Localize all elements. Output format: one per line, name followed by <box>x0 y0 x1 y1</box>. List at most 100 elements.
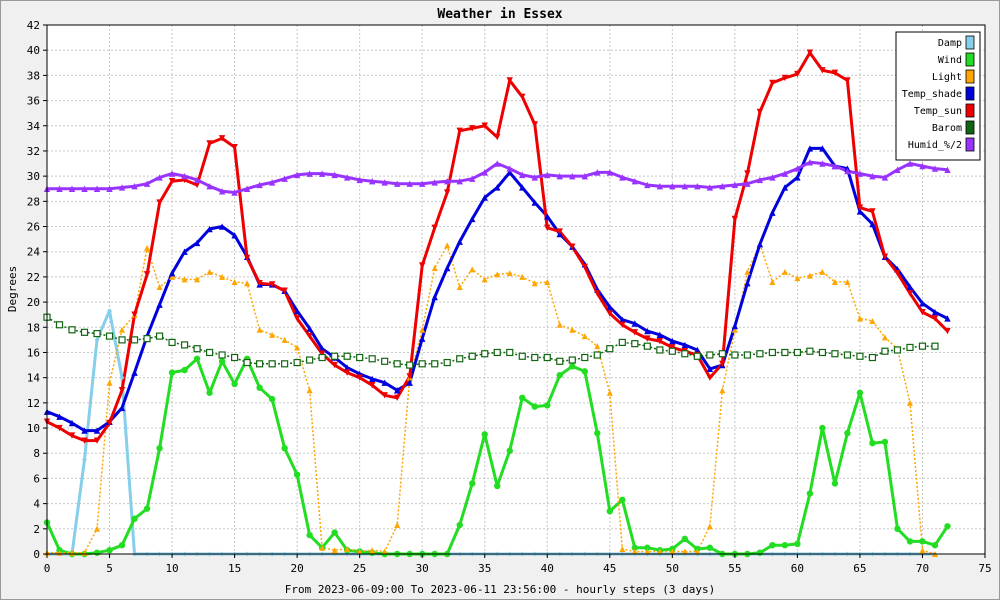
data-point-light <box>94 525 101 532</box>
data-point-temp-shade <box>469 215 476 223</box>
data-point-temp-shade <box>669 337 676 345</box>
data-point-barom <box>381 357 389 365</box>
data-point-barom <box>118 336 126 344</box>
data-point-light <box>706 523 713 530</box>
data-point-temp-shade <box>368 375 376 383</box>
data-point-light <box>681 548 688 555</box>
data-point-wind <box>856 389 864 396</box>
data-point-temp-shade <box>906 283 914 291</box>
data-point-light <box>781 268 788 275</box>
data-point-temp-sun <box>669 344 676 351</box>
data-point-barom <box>318 353 326 362</box>
data-point-humid-2 <box>906 160 914 167</box>
data-point-wind <box>706 544 714 551</box>
data-point-light <box>456 283 463 290</box>
data-point-barom <box>356 353 364 362</box>
data-point-barom <box>193 345 201 353</box>
y-tick-label: 6 <box>33 472 40 485</box>
data-point-temp-sun <box>318 350 326 357</box>
data-point-humid-2 <box>569 172 576 180</box>
data-point-barom <box>581 353 589 362</box>
data-point-temp-shade <box>819 145 826 152</box>
data-point-wind <box>894 525 901 533</box>
data-point-temp-sun <box>569 243 576 250</box>
data-point-barom <box>806 347 814 355</box>
data-point-wind <box>644 544 651 551</box>
data-point-humid-2 <box>181 172 188 180</box>
data-point-light <box>844 278 851 285</box>
plot-frame <box>46 24 986 555</box>
data-point-wind <box>494 482 501 490</box>
data-point-temp-shade <box>81 427 88 434</box>
data-point-temp-sun <box>406 373 413 380</box>
legend-label-light: Light <box>932 72 962 83</box>
data-point-humid-2 <box>444 177 451 185</box>
data-point-light <box>644 548 651 555</box>
data-point-light <box>369 547 376 554</box>
data-point-temp-sun <box>631 329 639 336</box>
data-point-barom <box>343 352 351 360</box>
data-point-light <box>856 315 863 322</box>
legend-swatch-humid-2 <box>965 137 975 152</box>
data-point-humid-2 <box>819 160 826 167</box>
data-point-temp-sun <box>331 361 338 369</box>
data-point-barom <box>506 348 514 357</box>
data-point-wind <box>881 438 889 446</box>
y-tick-label: 8 <box>33 447 40 460</box>
data-point-temp-shade <box>644 327 651 335</box>
data-point-barom <box>793 348 802 357</box>
data-point-wind <box>181 366 188 374</box>
data-point-light <box>769 278 776 285</box>
data-point-light <box>281 336 288 343</box>
data-point-barom <box>818 348 827 357</box>
x-axis-label: From 2023-06-09:00 To 2023-06-11 23:56:0… <box>285 583 715 596</box>
data-point-light <box>619 545 626 552</box>
data-point-wind <box>919 538 926 545</box>
y-tick-label: 14 <box>27 372 41 385</box>
data-point-light <box>569 326 576 333</box>
data-point-humid-2 <box>456 177 463 185</box>
data-point-wind <box>681 535 689 543</box>
y-tick-label: 28 <box>27 195 40 208</box>
data-point-temp-sun <box>93 437 101 444</box>
y-tick-label: 30 <box>27 170 40 183</box>
data-point-wind <box>268 395 276 403</box>
legend-label-wind: Wind <box>938 55 962 66</box>
data-point-temp-sun <box>343 369 351 376</box>
data-point-damp <box>107 308 113 314</box>
data-point-wind <box>794 540 801 548</box>
data-point-light <box>381 548 388 555</box>
data-point-temp-sun <box>794 70 801 78</box>
chart-title: Weather in Essex <box>437 7 562 22</box>
data-point-temp-shade <box>381 379 388 386</box>
data-point-temp-shade <box>343 364 351 371</box>
data-point-temp-sun <box>293 315 301 322</box>
data-point-temp-sun <box>168 177 176 185</box>
data-point-light <box>519 273 526 280</box>
data-point-temp-shade <box>606 303 613 311</box>
y-tick-label: 32 <box>27 145 40 158</box>
data-point-temp-shade <box>218 223 226 230</box>
data-point-temp-shade <box>56 413 63 420</box>
data-point-temp-shade <box>731 322 739 330</box>
data-point-humid-2 <box>431 179 438 186</box>
y-tick-label: 16 <box>27 346 40 359</box>
data-point-temp-sun <box>619 321 626 328</box>
data-point-barom <box>55 321 64 329</box>
data-point-temp-shade <box>781 184 789 191</box>
data-point-barom <box>856 352 864 360</box>
data-point-light <box>344 545 351 552</box>
x-tick-label: 40 <box>541 562 554 575</box>
data-point-barom <box>681 350 689 358</box>
data-point-temp-sun <box>781 74 789 82</box>
grid-lines <box>47 25 985 554</box>
data-point-barom <box>643 342 651 350</box>
data-point-light <box>181 276 188 283</box>
data-point-temp-sun <box>444 189 451 196</box>
data-point-barom <box>68 326 76 334</box>
legend-swatch-temp-shade <box>965 86 975 101</box>
data-point-temp-sun <box>206 140 213 147</box>
data-point-humid-2 <box>131 183 138 190</box>
data-point-humid-2 <box>469 175 476 182</box>
data-point-wind <box>869 439 876 447</box>
